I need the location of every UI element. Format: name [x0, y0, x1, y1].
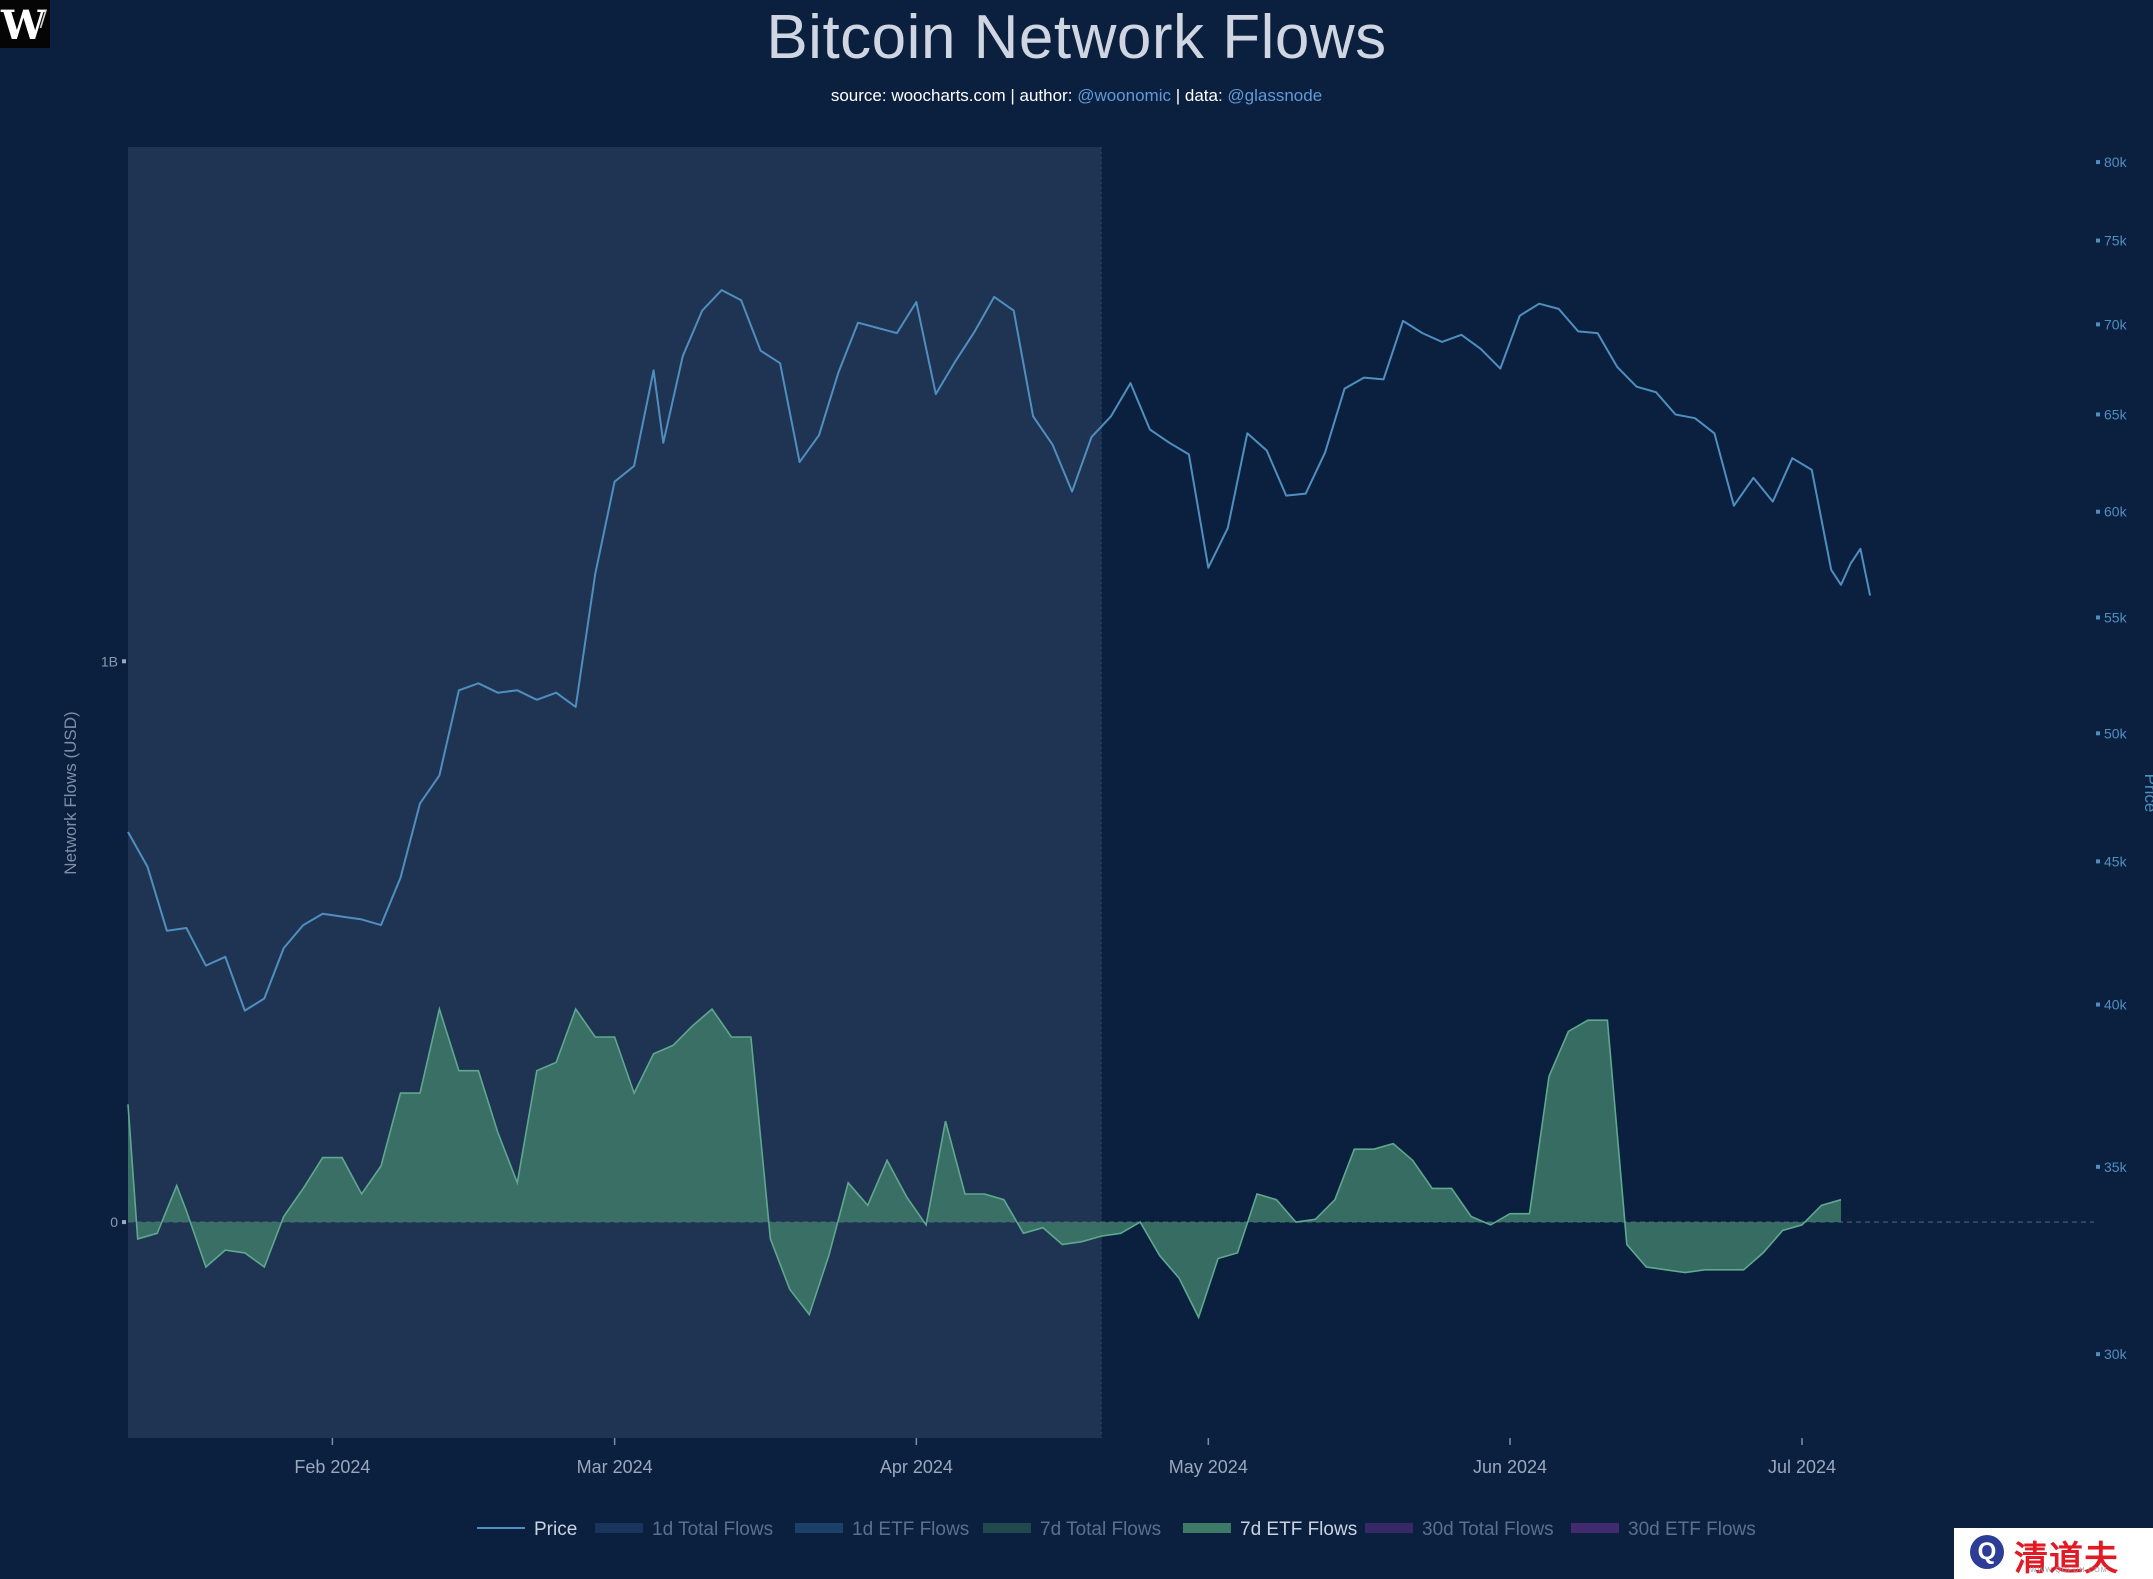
legend: Price 1d Total Flows 1d ETF Flows 7d Total …	[477, 1519, 1756, 1540]
y-left-tick-label: 1B	[101, 653, 118, 669]
price-line	[127, 289, 1872, 1012]
x-tick-label: Feb 2024	[294, 1457, 370, 1477]
author-link[interactable]: @woonomic	[1077, 86, 1171, 105]
legend-swatch	[1183, 1523, 1231, 1533]
etf-flows-area	[128, 1009, 1841, 1318]
y-right-tick-mark	[2096, 1002, 2100, 1007]
legend-item[interactable]: Price	[477, 1519, 577, 1540]
y-right-tick-mark	[2096, 731, 2100, 736]
legend-item[interactable]: 7d ETF Flows	[1183, 1519, 1357, 1540]
legend-swatch	[595, 1523, 643, 1533]
logo-letter: W	[1, 2, 46, 48]
y-left-tick-mark	[122, 1220, 126, 1225]
etf-flows-line	[127, 1005, 1842, 1320]
y-right-tick-label: 65k	[2104, 406, 2128, 422]
price-series	[127, 289, 1872, 1012]
y-right-tick-mark	[2096, 238, 2100, 243]
x-tick-label: May 2024	[1169, 1457, 1248, 1477]
x-tick-label: Jul 2024	[1768, 1457, 1836, 1477]
y-right-tick-mark	[2096, 1164, 2100, 1169]
y-axis-right-title: Price	[2141, 774, 2153, 813]
y-right-tick-mark	[2096, 859, 2100, 864]
watermark-q-icon: Q	[1970, 1535, 2004, 1569]
legend-label: 1d ETF Flows	[852, 1519, 969, 1540]
legend-item[interactable]: 30d ETF Flows	[1571, 1519, 1756, 1540]
y-right-tick-label: 45k	[2104, 853, 2128, 869]
y-right-tick-label: 60k	[2104, 504, 2128, 520]
data-link[interactable]: @glassnode	[1227, 86, 1323, 105]
source-label: source:	[830, 86, 887, 105]
y-right-tick-label: 40k	[2104, 997, 2128, 1013]
legend-label: 7d Total Flows	[1040, 1519, 1161, 1540]
watermark-logo: Q 清道夫 WWW.QDFUH.COM	[1954, 1528, 2153, 1579]
y-right-tick-mark	[2096, 322, 2100, 327]
y-right-tick-mark	[2096, 160, 2100, 165]
source-line: source: woocharts.com | author: @woonomi…	[0, 86, 2153, 106]
legend-label: Price	[534, 1519, 577, 1540]
legend-item[interactable]: 7d Total Flows	[983, 1519, 1161, 1540]
y-right-tick-mark	[2096, 412, 2100, 417]
source-link[interactable]: woocharts.com	[891, 86, 1006, 105]
y-right-tick-label: 80k	[2104, 154, 2128, 170]
y-axis-right: Price 30k 35k 40k 45k 50k 55k 60k 65k 70k 75k 80k	[2096, 154, 2153, 1362]
author-label: | author:	[1010, 86, 1073, 105]
data-label: | data:	[1175, 86, 1223, 105]
y-right-tick-mark	[2096, 509, 2100, 514]
legend-swatch	[1365, 1523, 1413, 1533]
y-left-tick-label: 0	[110, 1214, 118, 1230]
woocharts-logo[interactable]: W /	[0, 0, 50, 48]
y-right-tick-mark	[2096, 615, 2100, 620]
legend-item[interactable]: 30d Total Flows	[1365, 1519, 1554, 1540]
watermark-subtext: WWW.QDFUH.COM	[2030, 1567, 2108, 1574]
legend-label: 30d Total Flows	[1422, 1519, 1554, 1540]
chart-title: Bitcoin Network Flows	[766, 3, 1387, 72]
x-tick-label: Mar 2024	[577, 1457, 653, 1477]
y-right-tick-label: 35k	[2104, 1159, 2128, 1175]
logo-slash-icon: /	[39, 7, 47, 32]
y-axis-left: Network Flows (USD) 0 1B	[61, 653, 126, 1230]
flows-series	[127, 1005, 1842, 1320]
y-right-tick-mark	[2096, 1352, 2100, 1357]
y-right-tick-label: 70k	[2104, 316, 2128, 332]
y-right-tick-label: 50k	[2104, 725, 2128, 741]
highlight-band	[128, 147, 1102, 1438]
legend-label: 30d ETF Flows	[1628, 1519, 1756, 1540]
legend-label: 1d Total Flows	[652, 1519, 773, 1540]
legend-swatch	[1571, 1523, 1619, 1533]
y-right-tick-label: 75k	[2104, 233, 2128, 249]
legend-item[interactable]: 1d Total Flows	[595, 1519, 773, 1540]
x-axis: Feb 2024 Mar 2024 Apr 2024 May 2024 Jun 2024…	[294, 1438, 1836, 1477]
legend-swatch	[795, 1523, 843, 1533]
legend-item[interactable]: 1d ETF Flows	[795, 1519, 969, 1540]
legend-swatch	[983, 1523, 1031, 1533]
y-axis-left-title: Network Flows (USD)	[61, 711, 80, 874]
x-tick-label: Jun 2024	[1473, 1457, 1547, 1477]
x-tick-label: Apr 2024	[880, 1457, 953, 1477]
y-right-tick-label: 55k	[2104, 609, 2128, 625]
legend-label: 7d ETF Flows	[1240, 1519, 1357, 1540]
y-left-tick-mark	[122, 659, 126, 664]
watermark-text: 清道夫	[2014, 1539, 2119, 1579]
y-right-tick-label: 30k	[2104, 1346, 2128, 1362]
